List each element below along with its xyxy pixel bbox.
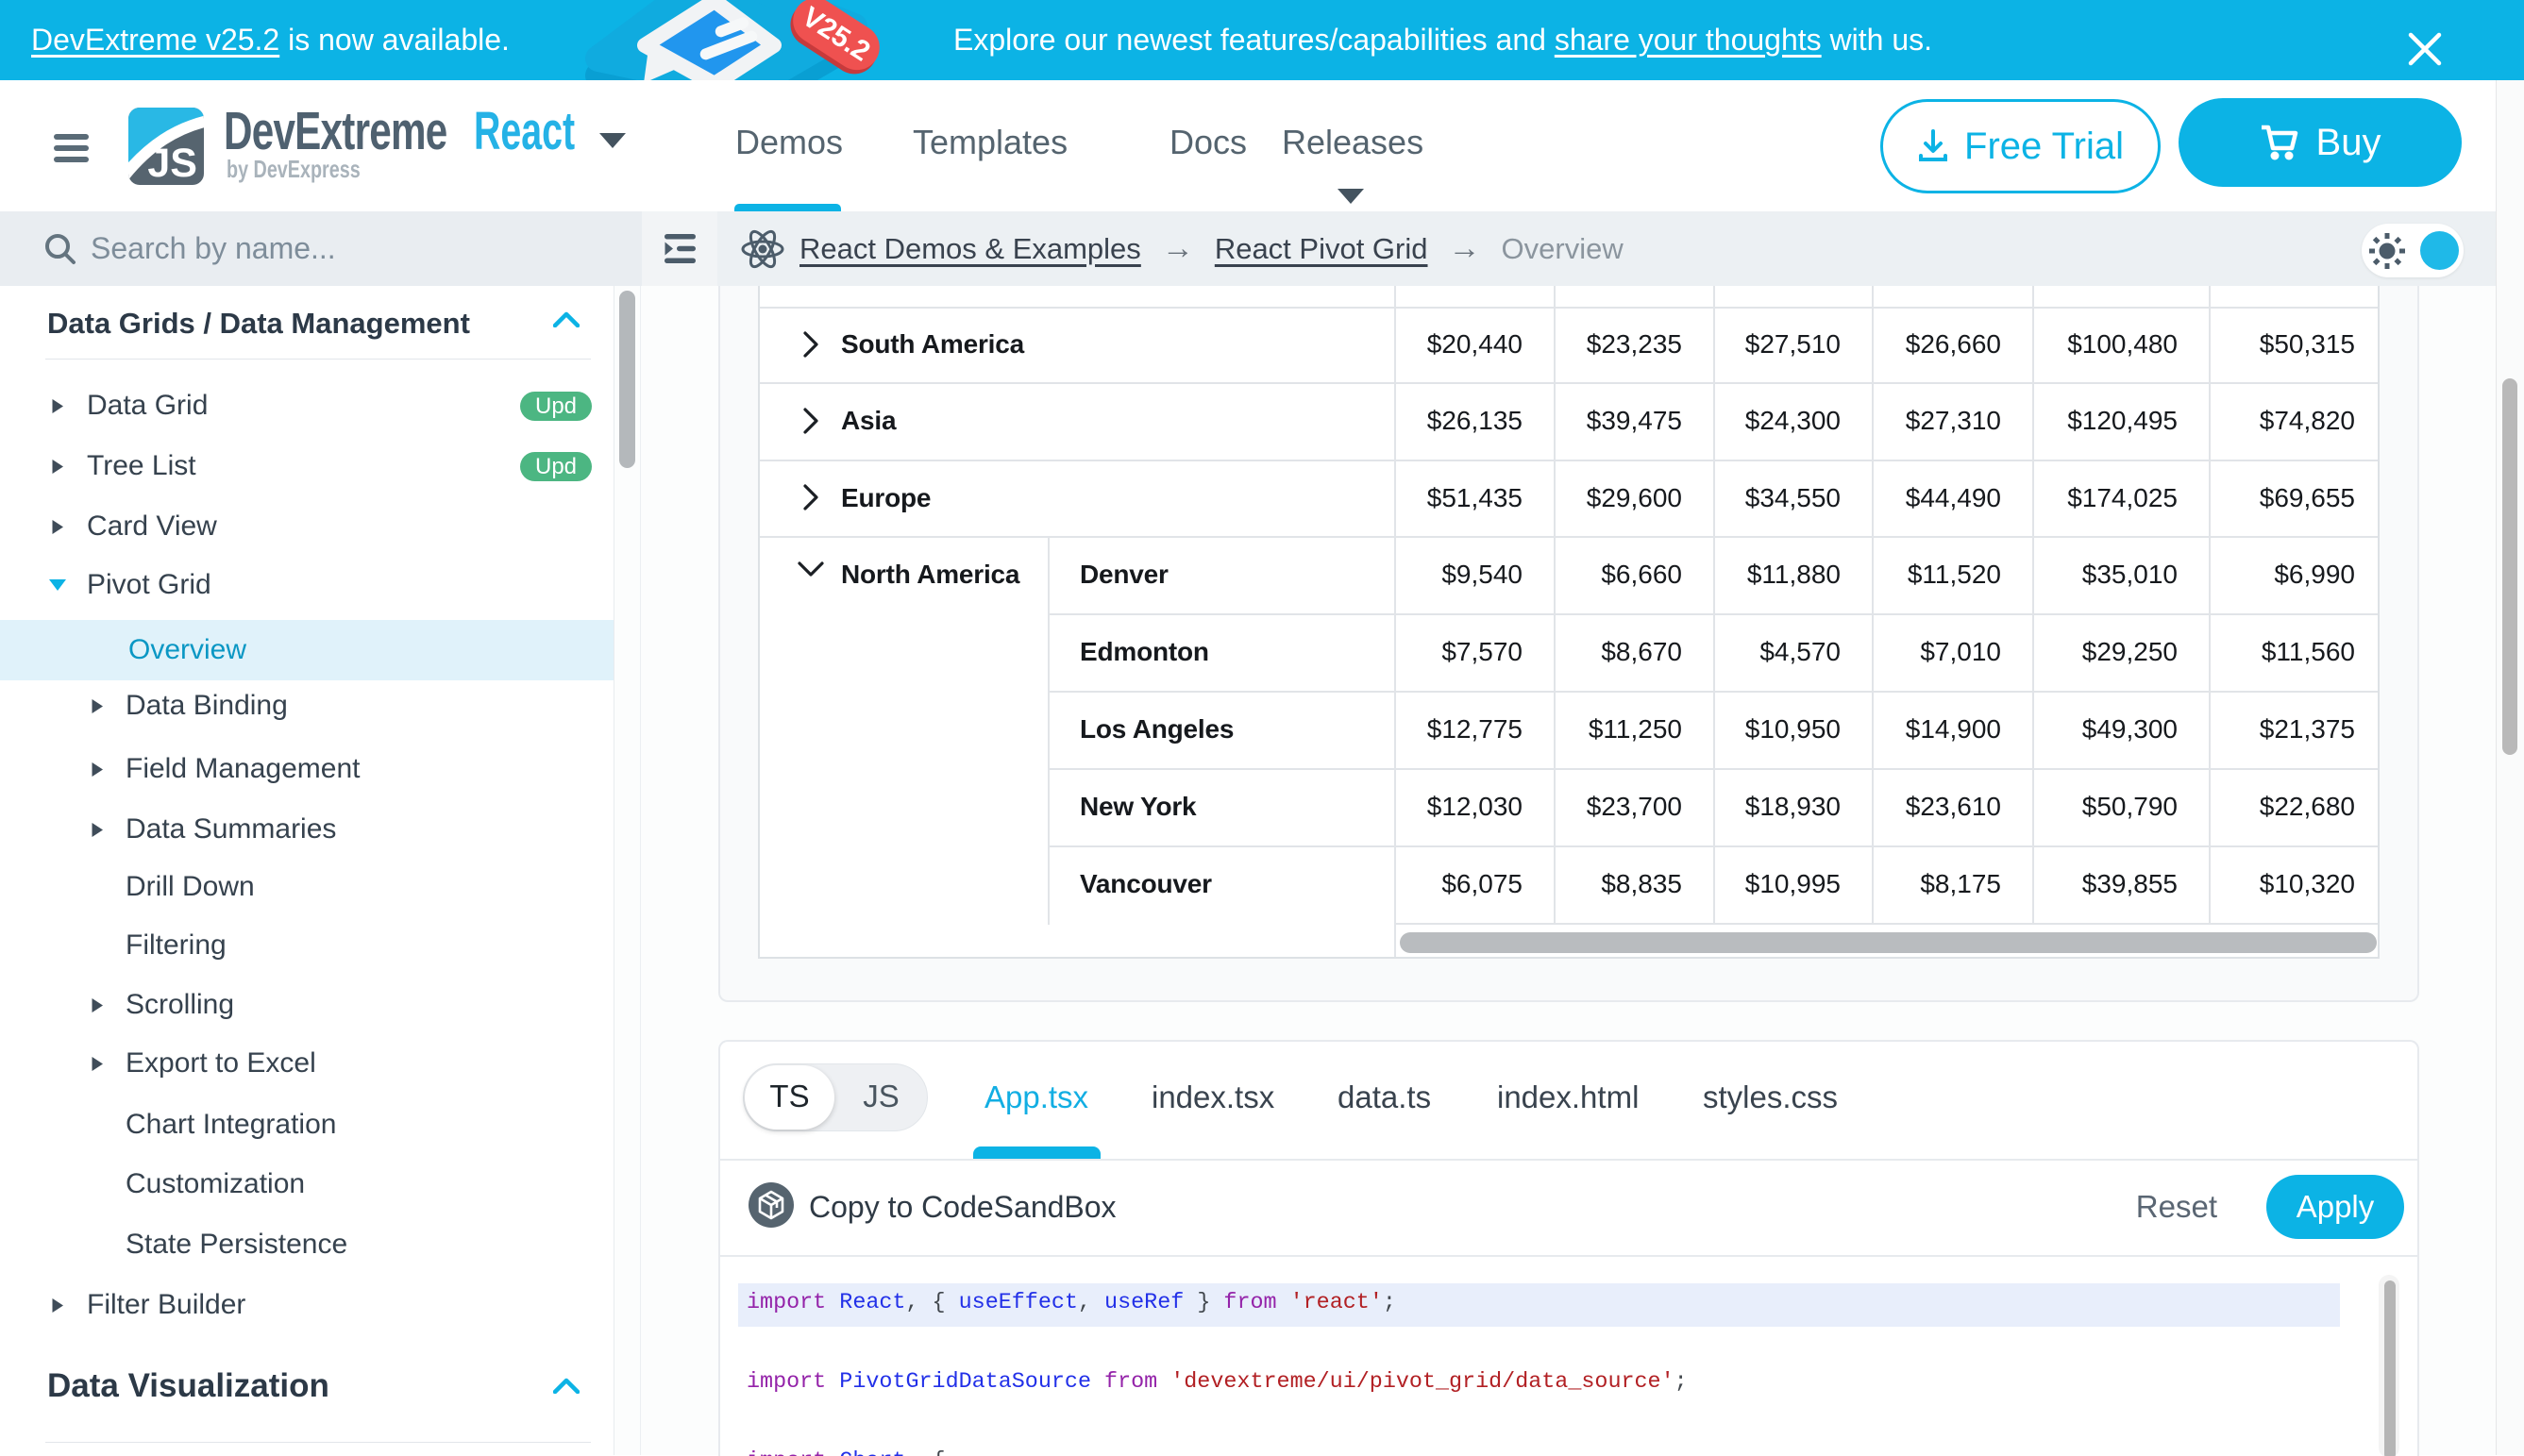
svg-text:JS: JS: [147, 141, 197, 185]
